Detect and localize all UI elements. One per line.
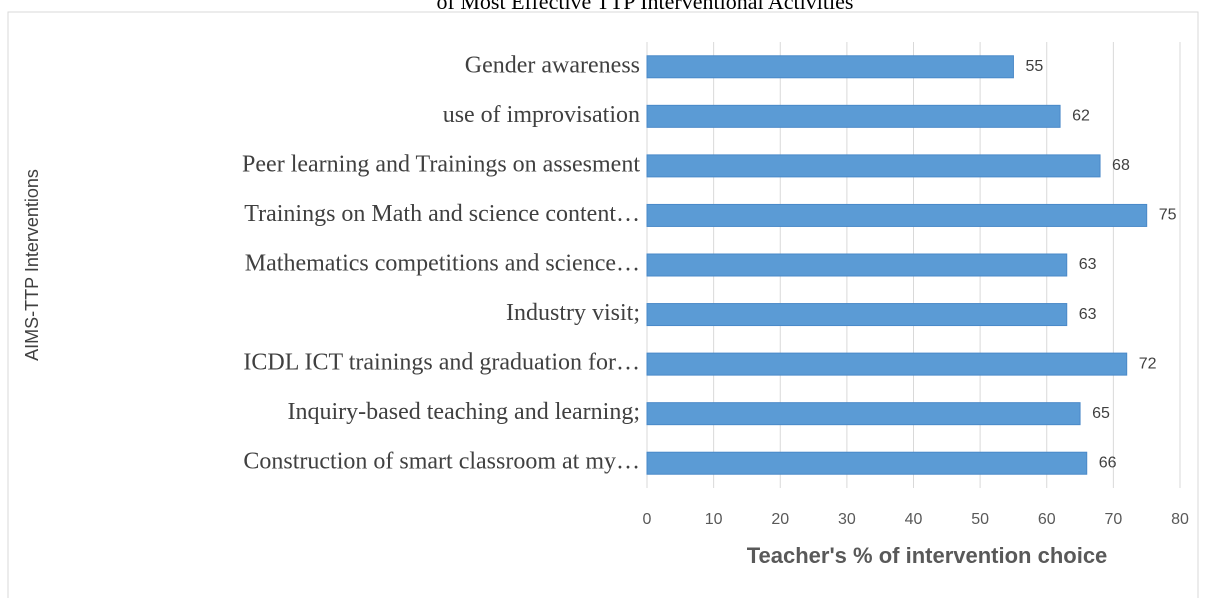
x-axis-title: Teacher's % of intervention choice <box>747 543 1108 568</box>
bar <box>646 451 1088 475</box>
data-label: 66 <box>1099 454 1117 471</box>
bar <box>646 104 1061 128</box>
bar <box>646 253 1068 277</box>
chart-border <box>7 11 1199 598</box>
y-tick-label: use of improvisation <box>443 102 640 128</box>
data-label: 55 <box>1025 58 1043 75</box>
bar <box>646 352 1128 376</box>
data-label: 72 <box>1139 355 1157 372</box>
bar <box>646 203 1148 227</box>
y-tick-label: Mathematics competitions and science… <box>245 251 640 277</box>
x-tick-label: 20 <box>771 511 789 528</box>
y-axis-title: AIMS-TTP Interventions <box>22 169 42 361</box>
x-tick-label: 70 <box>1104 511 1122 528</box>
x-tick-label: 0 <box>643 511 652 528</box>
y-tick-label: Industry visit; <box>506 300 640 326</box>
bar <box>646 55 1014 79</box>
x-tick-label: 30 <box>838 511 856 528</box>
y-tick-label: Peer learning and Trainings on assesment <box>242 151 640 177</box>
data-label: 63 <box>1079 306 1097 323</box>
bar <box>646 303 1068 327</box>
y-tick-label: Construction of smart classroom at my… <box>243 449 640 475</box>
y-tick-label: ICDL ICT trainings and graduation for… <box>243 350 640 376</box>
y-tick-label: Gender awareness <box>465 52 640 78</box>
data-label: 75 <box>1159 207 1177 224</box>
chart-title: of Most Effective TTP Interventional Act… <box>437 0 854 14</box>
y-tick-label: Trainings on Math and science content… <box>244 201 640 227</box>
data-label: 63 <box>1079 256 1097 273</box>
x-tick-label: 50 <box>971 511 989 528</box>
data-label: 68 <box>1112 157 1130 174</box>
data-label: 62 <box>1072 108 1090 125</box>
x-tick-label: 60 <box>1038 511 1056 528</box>
y-tick-label: Inquiry-based teaching and learning; <box>287 399 640 425</box>
x-tick-label: 40 <box>905 511 923 528</box>
bar <box>646 402 1081 426</box>
x-tick-label: 80 <box>1171 511 1189 528</box>
bar <box>646 154 1101 178</box>
data-label: 65 <box>1092 405 1110 422</box>
x-tick-label: 10 <box>705 511 723 528</box>
